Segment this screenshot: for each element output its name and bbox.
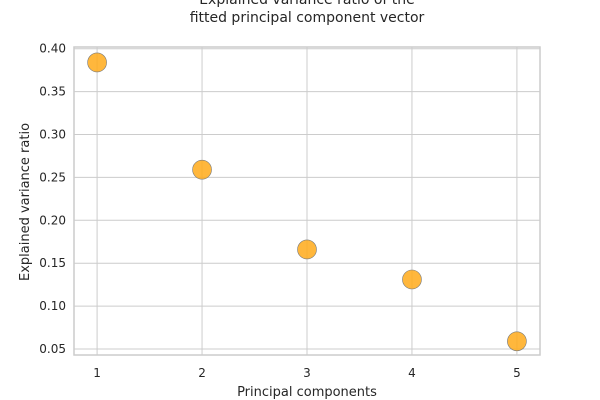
grid: [74, 47, 540, 355]
x-tick-label-1: 1: [93, 366, 101, 380]
data-points: [87, 52, 527, 352]
data-point-2: [192, 159, 212, 180]
y-tick-labels: 0.05 0.10 0.15 0.20 0.25 0.30 0.35 0.40: [39, 42, 66, 356]
x-tick-labels: 1 2 3 4 5: [93, 366, 520, 380]
data-point-1: [87, 52, 107, 73]
y-tick-label-7: 0.35: [39, 85, 66, 99]
data-point-3: [297, 239, 317, 260]
y-tick-label-5: 0.25: [39, 170, 66, 184]
plot-frame: [73, 46, 541, 356]
x-axis-label: Principal components: [237, 385, 377, 400]
x-tick-label-2: 2: [198, 366, 206, 380]
y-tick-label-8: 0.40: [39, 42, 66, 56]
chart-title-line-2: fitted principal component vector: [190, 10, 425, 26]
y-tick-label-1: 0.05: [39, 342, 66, 356]
y-tick-label-6: 0.30: [39, 128, 66, 142]
y-axis-label: Explained variance ratio: [18, 123, 33, 281]
x-tick-label-4: 4: [408, 366, 416, 380]
x-tick-label-5: 5: [513, 366, 521, 380]
chart-title-line-1: Explained variance ratio of the: [199, 0, 415, 8]
data-point-4: [402, 269, 422, 290]
y-tick-label-4: 0.20: [39, 213, 66, 227]
x-tick-label-3: 3: [303, 366, 311, 380]
y-tick-label-2: 0.10: [39, 299, 66, 313]
y-tick-label-3: 0.15: [39, 256, 66, 270]
data-point-5: [507, 331, 527, 352]
